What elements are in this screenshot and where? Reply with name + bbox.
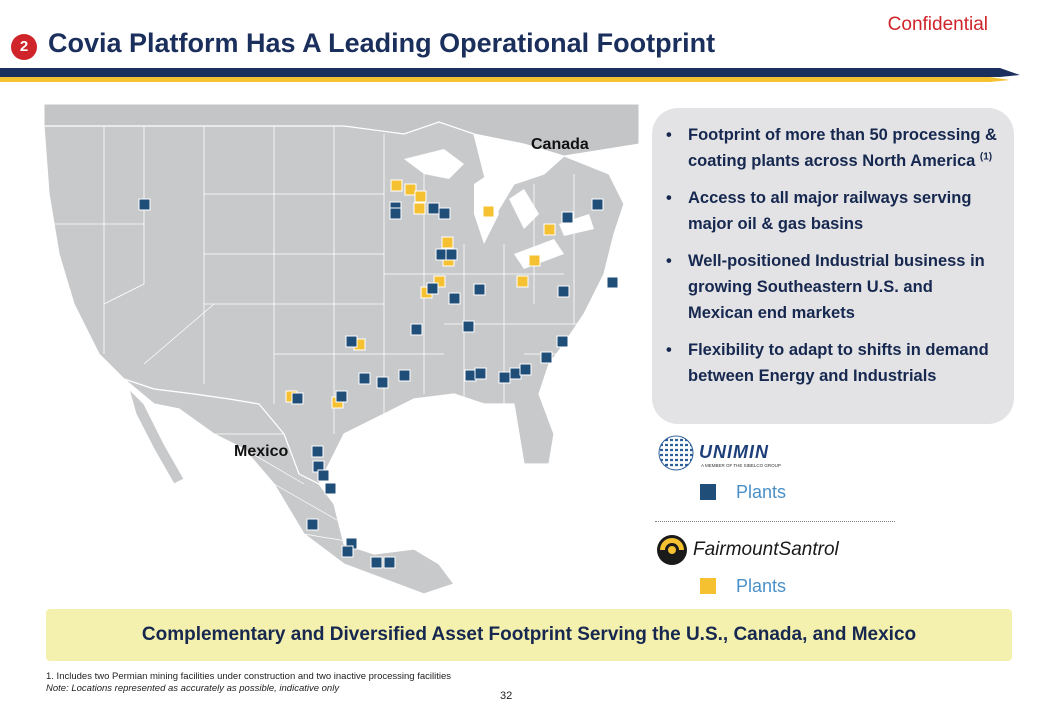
- mexico-landmass: [123, 378, 455, 595]
- unimin-plant-legend-icon: [700, 484, 716, 500]
- section-badge: 2: [11, 34, 37, 60]
- great-lakes: [404, 149, 594, 269]
- unimin-plant-marker: [462, 320, 475, 333]
- unimin-plant-marker: [358, 372, 371, 385]
- unimin-plant-marker: [445, 248, 458, 261]
- mexico-state-boundaries: [214, 433, 365, 545]
- unimin-plant-marker: [556, 335, 569, 348]
- unimin-plant-marker: [557, 285, 570, 298]
- map-label-mexico: Mexico: [234, 443, 289, 460]
- fairmount-plant-legend-label: Plants: [736, 576, 787, 596]
- unimin-plant-marker: [376, 376, 389, 389]
- unimin-plant-marker: [291, 392, 304, 405]
- unimin-plant-marker: [311, 445, 324, 458]
- footnote-1: 1. Includes two Permian mining facilitie…: [46, 671, 452, 682]
- footnotes: 1. Includes two Permian mining facilitie…: [46, 671, 451, 695]
- unimin-plant-marker: [138, 198, 151, 211]
- footnote-note: Note: Locations represented as accuratel…: [46, 683, 340, 694]
- key-points-callout: Footprint of more than 50 processing & c…: [652, 108, 1014, 424]
- unimin-plant-marker: [464, 369, 477, 382]
- fairmount-plant-legend-icon: [700, 578, 716, 594]
- unimin-plant-marker: [509, 367, 522, 380]
- page-title: Covia Platform Has A Leading Operational…: [48, 28, 716, 58]
- unimin-plant-marker: [324, 482, 337, 495]
- unimin-plant-marker: [389, 207, 402, 220]
- unimin-plant-marker: [383, 556, 396, 569]
- plant-markers: [138, 179, 619, 569]
- unimin-plant-legend-label: Plants: [736, 482, 787, 502]
- fairmount-plant-marker: [516, 275, 529, 288]
- unimin-plant-marker: [591, 198, 604, 211]
- unimin-plant-marker: [370, 556, 383, 569]
- legend-divider: [655, 521, 895, 522]
- unimin-plant-marker: [426, 282, 439, 295]
- baja-peninsula: [128, 387, 185, 485]
- unimin-plant-marker: [606, 276, 619, 289]
- map-label-canada: Canada: [531, 136, 589, 153]
- unimin-plant-marker: [398, 369, 411, 382]
- north-america-map: Canada Mexico: [44, 104, 639, 609]
- unimin-plant-marker: [341, 545, 354, 558]
- fairmount-plant-marker: [404, 183, 417, 196]
- fairmount-plant-marker: [441, 236, 454, 249]
- page-number: 32: [500, 690, 513, 702]
- key-point-item: Well-positioned Industrial business in g…: [666, 248, 1002, 326]
- unimin-plant-marker: [306, 518, 319, 531]
- unimin-plant-marker: [448, 292, 461, 305]
- unimin-plant-marker: [317, 469, 330, 482]
- unimin-plant-marker: [561, 211, 574, 224]
- fairmount-plant-marker: [413, 202, 426, 215]
- summary-banner: Complementary and Diversified Asset Foot…: [46, 609, 1012, 661]
- unimin-plant-marker: [519, 363, 532, 376]
- map-svg: [44, 104, 639, 609]
- confidential-label: Confidential: [887, 14, 988, 35]
- fairmount-santrol-logo: FairmountSantrol: [655, 533, 855, 569]
- key-point-item: Footprint of more than 50 processing & c…: [666, 122, 1002, 174]
- unimin-plant-marker: [435, 248, 448, 261]
- unimin-plant-marker: [473, 283, 486, 296]
- fairmount-emblem-icon: [657, 535, 687, 565]
- key-point-item: Access to all major railways serving maj…: [666, 185, 1002, 237]
- fairmount-plant-marker: [543, 223, 556, 236]
- unimin-plant-marker: [498, 371, 511, 384]
- header-rule: [0, 68, 1020, 82]
- fairmount-plant-marker: [390, 179, 403, 192]
- unimin-plant-marker: [345, 335, 358, 348]
- unimin-logo: UNIMIN A MEMBER OF THE SIBELCO GROUP: [655, 434, 785, 474]
- unimin-plant-marker: [427, 202, 440, 215]
- fairmount-plant-marker: [482, 205, 495, 218]
- unimin-plant-marker: [335, 390, 348, 403]
- key-points-list: Footprint of more than 50 processing & c…: [652, 108, 1014, 389]
- fairmount-plant-marker: [433, 275, 446, 288]
- unimin-plant-marker: [438, 207, 451, 220]
- unimin-plant-marker: [410, 323, 423, 336]
- unimin-globe-icon: [658, 435, 694, 471]
- fairmount-plant-marker: [528, 254, 541, 267]
- unimin-plant-marker: [540, 351, 553, 364]
- unimin-plants: [138, 198, 619, 569]
- fairmount-plant-marker: [414, 190, 427, 203]
- unimin-plant-marker: [474, 367, 487, 380]
- key-point-item: Flexibility to adapt to shifts in demand…: [666, 337, 1002, 389]
